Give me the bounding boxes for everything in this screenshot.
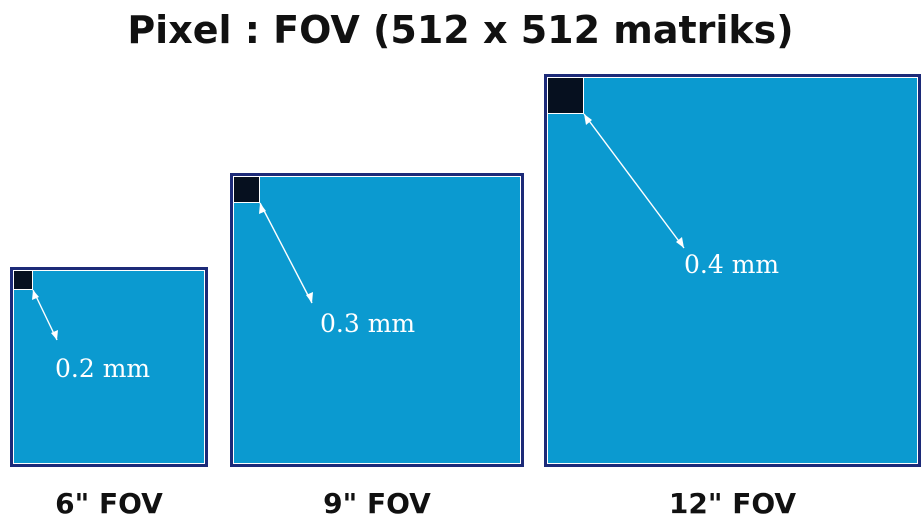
pixel-square bbox=[547, 77, 584, 114]
page-title: Pixel : FOV (512 x 512 matriks) bbox=[127, 8, 794, 52]
fov-label-9in: 9" FOV bbox=[323, 487, 431, 520]
pixel-size-arrow bbox=[32, 289, 58, 341]
fov-label-12in: 12" FOV bbox=[668, 487, 797, 520]
pixel-square bbox=[233, 176, 260, 203]
pixel-size-label: 0.3 mm bbox=[320, 309, 416, 338]
fov-square-9in: 0.3 mm bbox=[230, 173, 524, 467]
pixel-size-label: 0.4 mm bbox=[684, 250, 780, 279]
fov-label-6in: 6" FOV bbox=[55, 487, 163, 520]
pixel-square bbox=[13, 270, 33, 290]
pixel-size-arrow bbox=[583, 113, 685, 249]
fov-square-6in: 0.2 mm bbox=[10, 267, 208, 467]
fov-square-12in: 0.4 mm bbox=[544, 74, 921, 467]
pixel-size-arrow bbox=[259, 202, 313, 304]
pixel-size-label: 0.2 mm bbox=[55, 354, 151, 383]
